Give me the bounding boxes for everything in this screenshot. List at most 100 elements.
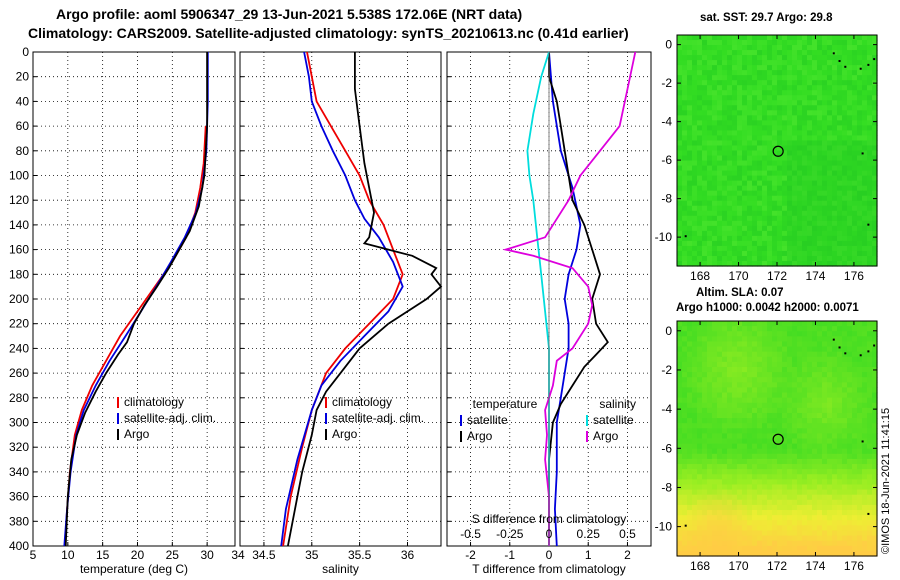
sst_map-cell xyxy=(777,190,783,197)
sst_map-cell xyxy=(872,160,878,167)
sla_map-cell xyxy=(762,321,768,327)
sla_map-cell xyxy=(792,407,798,414)
sla_map-cell xyxy=(757,428,763,434)
sst_map-cell xyxy=(802,250,808,257)
sla_map-cell xyxy=(787,433,793,440)
sla_map-cell xyxy=(777,510,783,516)
sst_map-cell xyxy=(747,220,753,227)
sla_map-cell xyxy=(697,448,703,455)
sst_map-cell xyxy=(817,75,823,81)
sla_map-cell xyxy=(757,499,763,506)
sla_map-cell xyxy=(787,407,793,414)
sst_map-cell xyxy=(732,90,738,96)
sla_map-cell xyxy=(732,515,738,521)
sst_map-cell xyxy=(817,120,823,126)
sla_map-cell xyxy=(742,448,748,455)
sla_map-cell xyxy=(787,504,793,511)
sst_map-cell xyxy=(817,55,823,61)
sla_map-cell xyxy=(827,515,833,521)
sst_map-cell xyxy=(787,235,793,242)
sla_map-cell xyxy=(852,418,858,424)
sst_map-cell xyxy=(817,240,823,247)
sst_map-cell xyxy=(767,130,773,137)
sla_map-cell xyxy=(677,520,683,526)
sst_map-cell xyxy=(682,40,688,46)
sst_map-cell xyxy=(732,45,738,51)
sla_map-cell xyxy=(737,356,743,363)
sst_map-cell xyxy=(852,70,858,76)
sla_map-cell xyxy=(832,402,838,409)
sst_map-cell xyxy=(842,145,848,152)
sst_map-cell xyxy=(812,135,818,142)
sla_map-cell xyxy=(767,504,773,511)
sla_map-cell xyxy=(687,412,693,419)
sst_map-cell xyxy=(767,185,773,192)
sla_map-cell xyxy=(722,361,728,368)
sla_map-cell xyxy=(792,326,798,332)
sla_map-cell xyxy=(827,412,833,419)
sla_map-cell xyxy=(747,341,753,348)
sst_map-cell xyxy=(682,115,688,121)
sst_map-cell xyxy=(687,170,693,177)
sst_map-cell xyxy=(682,170,688,177)
sst_map-cell xyxy=(742,145,748,152)
sla_map-cell xyxy=(822,499,828,506)
sst_map-cell xyxy=(842,100,848,106)
sst_map-cell xyxy=(817,90,823,96)
sla_map-cell xyxy=(722,464,728,470)
sst_map-cell xyxy=(867,40,873,46)
sla_map-cell xyxy=(867,361,873,368)
sst_map-cell xyxy=(702,95,708,101)
sla_map-cell xyxy=(857,321,863,327)
sst_map-cell xyxy=(692,225,698,232)
sla_map-cell xyxy=(792,412,798,419)
sst_map-cell xyxy=(827,155,833,162)
sla_map-cell xyxy=(827,535,833,542)
sla_map-cell xyxy=(767,412,773,419)
sst_map-cell xyxy=(807,135,813,142)
sst_map-cell xyxy=(732,85,738,91)
sla_map-cell xyxy=(797,382,803,389)
sla_map-cell xyxy=(772,479,778,486)
sst_map-cell xyxy=(722,95,728,101)
sst_map-cell xyxy=(792,75,798,81)
sla_map-cell xyxy=(692,331,698,337)
sst_map-cell xyxy=(842,85,848,91)
temperature-xtick-label: 25 xyxy=(166,548,180,562)
sst_map-cell xyxy=(807,35,813,41)
sst_map-cell xyxy=(827,255,833,262)
sst_map-cell xyxy=(682,145,688,152)
sst_map-cell xyxy=(762,140,768,147)
sla_map-cell xyxy=(817,464,823,470)
sla_map-cell xyxy=(872,520,878,526)
sla_map-cell xyxy=(732,458,738,465)
sla_map-cell xyxy=(797,341,803,348)
sst_map-cell xyxy=(747,245,753,252)
sla_map-cell xyxy=(872,458,878,465)
sst_map-cell xyxy=(702,115,708,121)
sst_map-cell xyxy=(867,90,873,96)
sst_map-cell xyxy=(812,205,818,212)
sla_map-cell xyxy=(782,397,788,404)
sst_map-cell xyxy=(867,230,873,237)
sla_map-cell xyxy=(747,346,753,353)
sst_map-cell xyxy=(807,165,813,172)
sla_map-cell xyxy=(847,351,853,358)
sla_map-cell xyxy=(702,346,708,353)
sla_map-ytick-label: -10 xyxy=(655,520,673,534)
depth-tick-label: 100 xyxy=(9,169,29,183)
sla_map-cell xyxy=(692,387,698,394)
sla_map-cell xyxy=(767,356,773,363)
sla_map-cell xyxy=(767,520,773,526)
sla_map-cell xyxy=(762,458,768,465)
sla_map-cell xyxy=(712,448,718,455)
sst_map-cell xyxy=(782,230,788,237)
sst_map-cell xyxy=(752,260,758,267)
sst_map-cell xyxy=(872,135,878,142)
sla_map-cell xyxy=(832,469,838,475)
sst_map-cell xyxy=(857,180,863,187)
sst_map-cell xyxy=(717,185,723,192)
sst_map-cell xyxy=(872,115,878,121)
sst_map-xtick-label: 170 xyxy=(729,269,749,283)
sla_map-cell xyxy=(842,407,848,414)
